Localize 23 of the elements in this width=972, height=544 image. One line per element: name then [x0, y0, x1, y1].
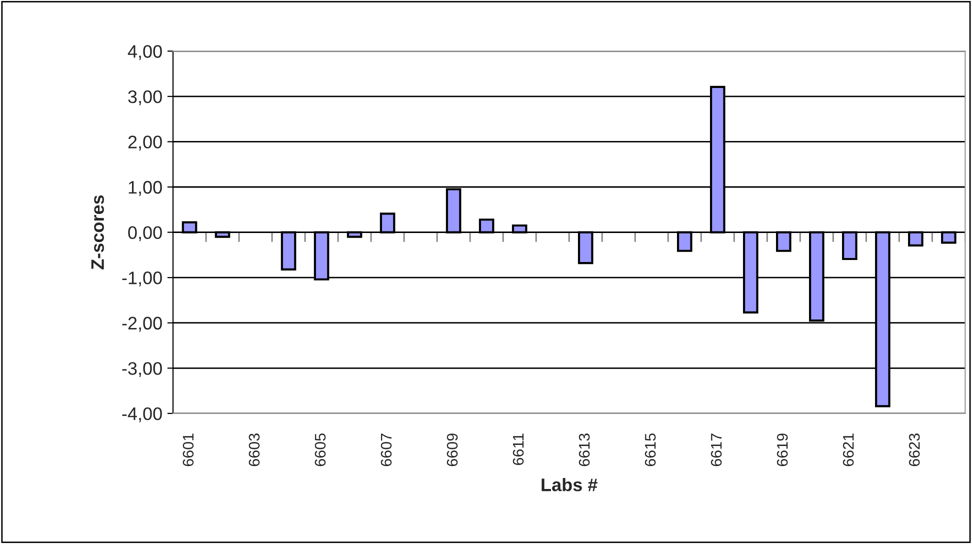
y-tick-label: 2,00: [128, 136, 162, 151]
y-tick-label: -4,00: [122, 407, 162, 422]
x-tick-label: 6603: [248, 434, 260, 466]
y-tick-label: -1,00: [122, 272, 162, 286]
x-tick-label: 6607: [380, 434, 392, 466]
y-tick-label: 3,00: [128, 90, 162, 106]
y-tick-label: -3,00: [122, 362, 162, 378]
x-tick-label: 6601: [182, 434, 194, 466]
x-tick-label: 6611: [512, 434, 524, 465]
x-tick-label: 6623: [908, 434, 920, 466]
y-tick-label: 4,00: [128, 45, 162, 60]
y-tick-label: 0,00: [128, 226, 162, 242]
x-tick-label: 6609: [446, 434, 458, 466]
x-tick-label: 6613: [578, 434, 590, 466]
x-tick-label: 6605: [314, 434, 326, 466]
y-tick-label: 1,00: [128, 180, 162, 196]
x-axis-title: Labs #: [542, 478, 598, 492]
y-axis-title: Z-scores: [91, 195, 104, 270]
x-tick-label: 6621: [842, 434, 854, 466]
x-tick-label: 6617: [710, 434, 722, 466]
x-tick-label: 6615: [644, 434, 656, 466]
x-tick-label: 6619: [776, 434, 788, 466]
y-tick-label: -2,00: [122, 316, 162, 332]
